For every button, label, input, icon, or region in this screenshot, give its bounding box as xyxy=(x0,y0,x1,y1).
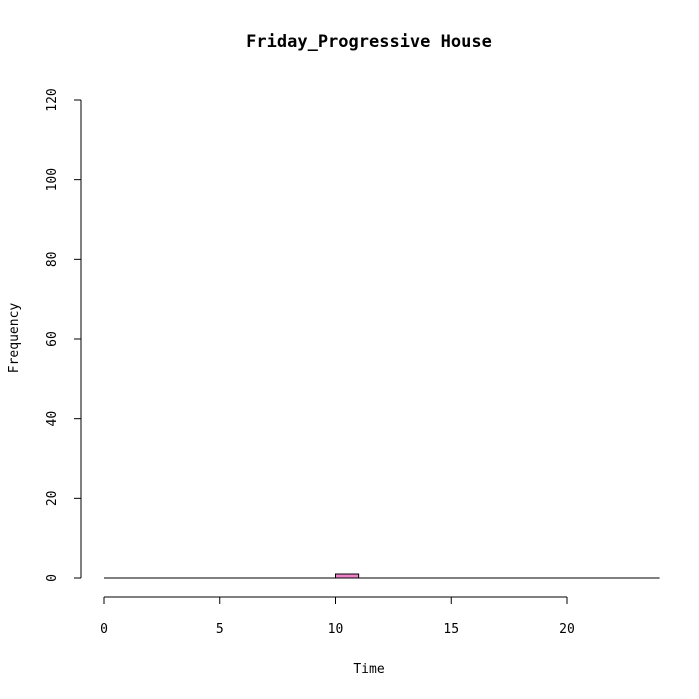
x-tick-label: 20 xyxy=(559,622,575,637)
plot-area xyxy=(104,573,660,579)
y-tick-label: 20 xyxy=(45,491,60,507)
y-tick-label: 60 xyxy=(45,331,60,347)
y-tick-label: 100 xyxy=(45,168,60,191)
x-tick-label: 10 xyxy=(328,622,344,637)
x-tick-label: 0 xyxy=(100,622,108,637)
x-axis-label: Time xyxy=(353,662,384,677)
y-tick-label: 40 xyxy=(45,411,60,427)
y-tick-label: 0 xyxy=(45,574,60,582)
histogram-bar xyxy=(335,573,360,579)
y-axis: 0 20 40 60 80 100 120 xyxy=(45,88,82,582)
y-tick-label: 120 xyxy=(45,88,60,111)
y-tick-label: 80 xyxy=(45,252,60,268)
chart-title: Friday_Progressive House xyxy=(246,32,492,52)
y-axis-label: Frequency xyxy=(7,303,22,374)
x-tick-label: 5 xyxy=(216,622,224,637)
x-tick-label: 15 xyxy=(443,622,459,637)
x-axis: 0 5 10 15 20 xyxy=(100,596,575,637)
